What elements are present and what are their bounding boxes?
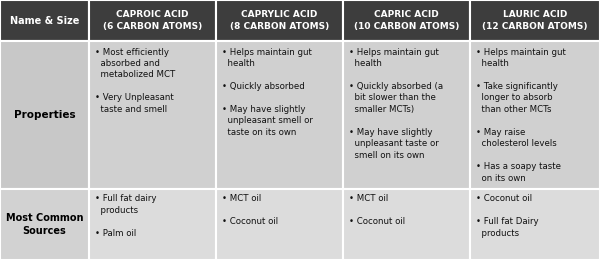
Text: • Helps maintain gut
  health

• Quickly absorbed (a
  bit slower than the
  sma: • Helps maintain gut health • Quickly ab… [349,48,443,160]
Bar [470,0,600,41]
Text: • Helps maintain gut
  health

• Take significantly
  longer to absorb
  than ot: • Helps maintain gut health • Take signi… [476,48,566,183]
Bar [89,41,216,189]
Bar [0,189,89,260]
Text: CAPRIC ACID
(10 CARBON ATOMS): CAPRIC ACID (10 CARBON ATOMS) [354,10,460,31]
Bar [343,0,470,41]
Text: • MCT oil

• Coconut oil: • MCT oil • Coconut oil [222,194,278,226]
Bar [343,189,470,260]
Text: Properties: Properties [14,110,75,120]
Text: • Coconut oil

• Full fat Dairy
  products: • Coconut oil • Full fat Dairy products [476,194,539,238]
Text: • Most efficiently
  absorbed and
  metabolized MCT

• Very Unpleasant
  taste a: • Most efficiently absorbed and metaboli… [95,48,175,114]
Text: Most Common
Sources: Most Common Sources [5,213,83,236]
Text: Name & Size: Name & Size [10,16,79,25]
Text: CAPROIC ACID
(6 CARBON ATOMS): CAPROIC ACID (6 CARBON ATOMS) [103,10,202,31]
Text: CAPRYLIC ACID
(8 CARBON ATOMS): CAPRYLIC ACID (8 CARBON ATOMS) [230,10,329,31]
Bar [0,0,89,41]
Text: • Full fat dairy
  products

• Palm oil: • Full fat dairy products • Palm oil [95,194,156,238]
Bar [216,0,343,41]
Bar [89,189,216,260]
Bar [470,189,600,260]
Bar [216,189,343,260]
Text: • Helps maintain gut
  health

• Quickly absorbed

• May have slightly
  unpleas: • Helps maintain gut health • Quickly ab… [222,48,313,137]
Bar [470,41,600,189]
Text: • MCT oil

• Coconut oil: • MCT oil • Coconut oil [349,194,406,226]
Bar [343,41,470,189]
Bar [216,41,343,189]
Bar [89,0,216,41]
Text: LAURIC ACID
(12 CARBON ATOMS): LAURIC ACID (12 CARBON ATOMS) [482,10,588,31]
Bar [0,41,89,189]
